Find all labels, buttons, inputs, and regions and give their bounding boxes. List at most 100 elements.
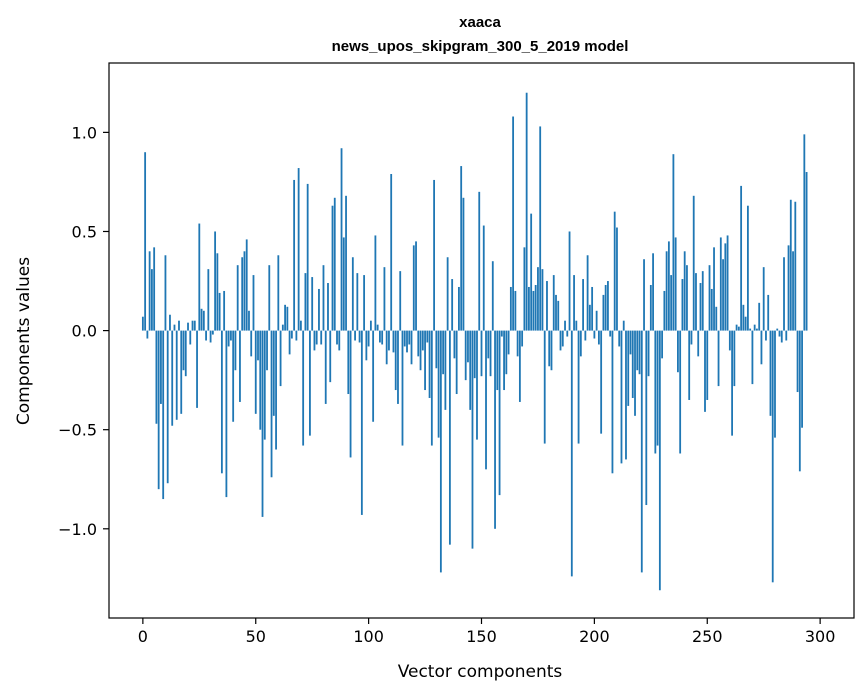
bar-76 — [313, 330, 316, 351]
x-tick-label: 150 — [466, 627, 497, 646]
bar-243 — [690, 330, 693, 345]
bar-293 — [803, 134, 806, 331]
y-tick-label: 0.0 — [72, 322, 97, 341]
bar-48 — [250, 330, 253, 357]
bar-38 — [227, 330, 230, 347]
bar-220 — [638, 330, 641, 375]
bar-268 — [746, 205, 749, 331]
bar-9 — [162, 330, 165, 500]
bar-275 — [762, 267, 765, 331]
bar-25 — [198, 223, 201, 331]
bar-282 — [778, 330, 781, 337]
bar-4 — [150, 269, 153, 331]
bar-283 — [780, 330, 783, 343]
bar-233 — [667, 241, 670, 331]
bar-140 — [458, 286, 460, 331]
bar-242 — [688, 330, 691, 400]
bar-96 — [358, 330, 361, 343]
bar-95 — [356, 273, 359, 331]
bar-148 — [476, 330, 478, 440]
bar-194 — [579, 330, 582, 357]
bar-112 — [394, 330, 397, 391]
bar-19 — [184, 330, 187, 377]
bar-166 — [516, 330, 519, 357]
bar-221 — [640, 330, 643, 573]
bar-125 — [424, 330, 426, 391]
bar-119 — [410, 330, 413, 365]
bar-12 — [169, 314, 171, 331]
bar-52 — [259, 330, 262, 430]
bar-109 — [388, 330, 390, 351]
bar-41 — [234, 330, 237, 371]
bar-227 — [654, 330, 657, 454]
bar-136 — [448, 330, 451, 545]
bar-201 — [595, 310, 598, 331]
bar-33 — [216, 253, 219, 331]
bar-17 — [180, 330, 183, 414]
bar-39 — [230, 330, 232, 341]
bar-141 — [460, 166, 463, 331]
bar-174 — [534, 285, 537, 331]
bar-240 — [683, 251, 686, 331]
x-axis-ticks: 0 50 100 150 200 250 300 — [138, 618, 835, 646]
bar-104 — [376, 324, 379, 331]
bar-193 — [577, 330, 580, 444]
bar-231 — [663, 290, 666, 331]
bar-154 — [489, 330, 492, 377]
bar-57 — [270, 330, 273, 478]
bar-86 — [336, 330, 338, 345]
bar-287 — [789, 199, 792, 331]
bar-294 — [805, 172, 808, 331]
x-tick-label: 200 — [579, 627, 610, 646]
bar-83 — [329, 330, 332, 383]
bar-163 — [509, 286, 512, 331]
y-tick-label: 0.5 — [72, 222, 97, 241]
bar-199 — [591, 286, 594, 331]
bar-35 — [220, 330, 223, 474]
bar-74 — [309, 330, 311, 436]
bar-132 — [439, 330, 442, 573]
bar-66 — [290, 330, 293, 339]
bar-55 — [266, 330, 268, 371]
bar-258 — [724, 243, 727, 331]
bar-260 — [728, 330, 731, 351]
bar-213 — [622, 320, 625, 331]
bar-181 — [550, 330, 553, 371]
bar-232 — [665, 251, 668, 331]
bar-54 — [263, 330, 266, 440]
bar-40 — [232, 330, 235, 422]
bar-286 — [787, 245, 790, 331]
bar-146 — [471, 330, 474, 549]
bar-165 — [514, 290, 517, 331]
bar-15 — [175, 330, 178, 420]
bar-251 — [708, 265, 711, 331]
bar-26 — [200, 308, 203, 331]
bar-51 — [257, 330, 259, 361]
bar-27 — [202, 310, 205, 331]
bar-164 — [512, 116, 515, 331]
bar-158 — [498, 330, 501, 496]
bar-182 — [552, 275, 555, 331]
bar-60 — [277, 255, 280, 331]
bar-203 — [600, 330, 603, 434]
bar-229 — [658, 330, 661, 591]
bar-14 — [173, 324, 176, 331]
bar-253 — [713, 247, 715, 331]
bar-188 — [566, 330, 569, 337]
bar-93 — [351, 257, 354, 331]
bar-244 — [692, 195, 695, 331]
bar-129 — [433, 179, 435, 331]
bar-143 — [464, 330, 467, 381]
bar-261 — [731, 330, 733, 436]
bar-62 — [281, 324, 284, 331]
bar-291 — [798, 330, 801, 472]
bar-64 — [286, 306, 289, 331]
bar-45 — [243, 251, 246, 331]
bar-249 — [704, 330, 706, 412]
bar-105 — [379, 330, 381, 343]
plot-frame — [108, 62, 855, 619]
bar-209 — [613, 211, 616, 331]
bar-144 — [467, 330, 469, 363]
bar-134 — [444, 330, 447, 410]
